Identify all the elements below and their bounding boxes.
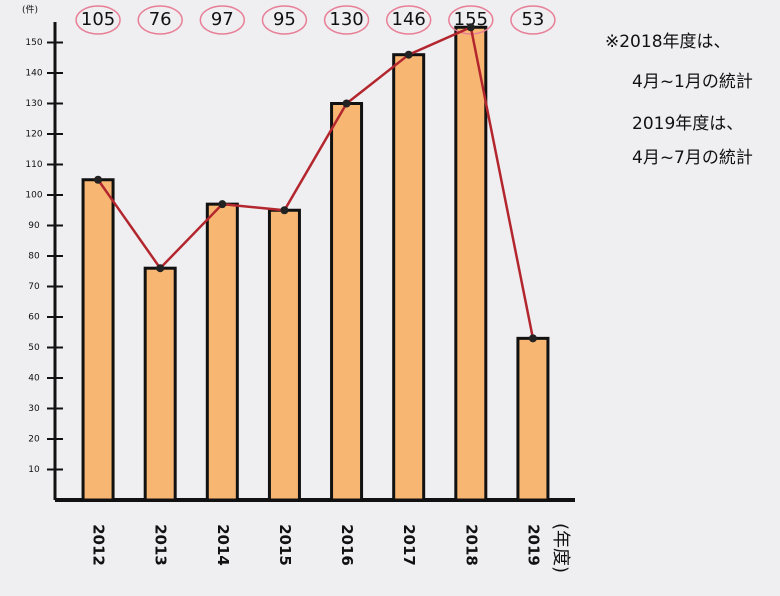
y-tick-label: 150 — [25, 38, 42, 48]
value-label: 146 — [392, 9, 426, 30]
x-tick-label: 2018 — [462, 524, 480, 566]
x-tick-label: 2013 — [152, 524, 170, 566]
point — [466, 23, 475, 32]
point — [156, 264, 165, 273]
y-tick-label: 60 — [28, 313, 40, 323]
x-tick-label: 2012 — [90, 524, 108, 566]
bar — [330, 102, 364, 502]
point — [528, 334, 537, 343]
label-ring — [199, 5, 246, 35]
bar — [454, 25, 488, 502]
y-tick-label: 110 — [25, 160, 42, 170]
trend-line — [97, 25, 535, 339]
y-tick-label: 20 — [28, 435, 40, 445]
y-tick-label: 70 — [28, 282, 40, 292]
notes: ※2018年度は、 4月~1月の統計 2019年度は、 4月~7月の統計 — [605, 32, 753, 168]
y-tick-label: 10 — [28, 465, 40, 475]
note-line: 4月~7月の統計 — [632, 148, 753, 168]
value-label: 130 — [329, 9, 363, 30]
x-axis-label: (年度) — [550, 523, 571, 573]
label-ring — [510, 5, 556, 35]
bar — [81, 178, 115, 502]
bar — [205, 202, 239, 502]
label-ring — [385, 5, 432, 35]
y-tick-label: 100 — [25, 191, 42, 201]
value-label: 97 — [211, 9, 234, 30]
point — [342, 99, 351, 108]
y-tick-label: 80 — [28, 252, 40, 262]
label-ring — [137, 5, 183, 35]
value-label: 95 — [273, 9, 296, 30]
note-line: 4月~1月の統計 — [632, 72, 753, 92]
x-tick-label: 2016 — [338, 524, 356, 566]
y-tick-label: 30 — [28, 404, 40, 414]
point — [280, 206, 289, 215]
x-tick-label: 2015 — [276, 524, 294, 566]
value-label: 105 — [81, 9, 115, 30]
bar — [516, 336, 550, 502]
y-axis-label: (件) — [22, 4, 38, 16]
point — [218, 200, 227, 209]
value-label: 53 — [521, 9, 544, 30]
label-ring — [323, 5, 370, 35]
y-tick-label: 40 — [28, 374, 40, 384]
y-tick-label: 140 — [25, 69, 42, 79]
note-line: ※2018年度は、 — [605, 32, 731, 52]
x-tick-label: 2014 — [214, 524, 232, 566]
x-tick-label: 2019 — [524, 524, 542, 566]
y-tick-label: 90 — [28, 221, 40, 231]
label-ring — [448, 5, 494, 35]
note-line: 2019年度は、 — [632, 114, 743, 134]
y-tick-label: 130 — [25, 99, 42, 109]
value-label: 155 — [454, 9, 488, 30]
value-label: 76 — [149, 9, 172, 30]
label-ring — [75, 5, 121, 35]
point — [94, 175, 103, 184]
point — [404, 50, 413, 59]
y-tick-label: 120 — [25, 130, 42, 140]
bar — [267, 208, 301, 502]
bar — [143, 266, 177, 502]
y-tick-label: 50 — [28, 343, 40, 353]
label-ring — [261, 5, 308, 35]
bar — [392, 53, 426, 502]
x-tick-label: 2017 — [400, 524, 418, 566]
